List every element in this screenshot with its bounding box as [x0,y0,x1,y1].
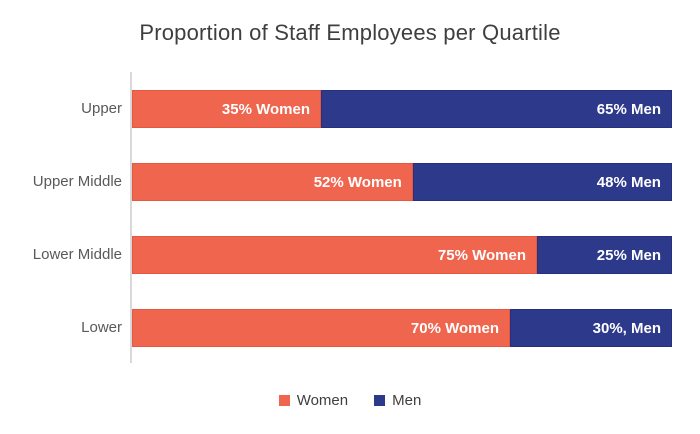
bar-segment-women: 35% Women [132,90,321,128]
stacked-bar: 35% Women 65% Men [132,90,672,128]
stacked-bar: 52% Women 48% Men [132,163,672,201]
legend-item-women: Women [278,392,349,409]
bar-segment-women: 70% Women [132,309,510,347]
men-legend-swatch-icon [374,395,386,406]
bar-segment-women: 52% Women [132,163,413,201]
bar-segment-women: 75% Women [132,236,537,274]
bar-row: Lower 70% Women 30%, Men [0,309,700,347]
bar-segment-men: 48% Men [412,163,672,201]
bar-segment-label: 35% Women [221,100,310,118]
women-legend-swatch-icon [278,395,290,406]
legend-label-men: Men [392,392,422,409]
category-label: Lower Middle [32,246,122,263]
bar-row: Lower Middle 75% Women 25% Men [0,236,700,274]
chart-title: Proportion of Staff Employees per Quarti… [139,20,561,45]
bar-segment-label: 25% Men [596,246,661,264]
bar-segment-label: 70% Women [410,319,499,337]
y-axis-line [130,72,132,363]
legend: Women Men [0,392,700,409]
bar-row: Upper 35% Women 65% Men [0,90,700,128]
bar-segment-label: 65% Men [596,100,661,118]
bar-segment-men: 65% Men [321,90,672,128]
bar-segment-label: 48% Men [596,173,661,191]
plot-area: Upper 35% Women 65% Men Upper Middle 52% Wom… [0,72,700,363]
legend-label-women: Women [296,392,349,409]
stacked-bar: 75% Women 25% Men [132,236,672,274]
bar-row: Upper Middle 52% Women 48% Men [0,163,700,201]
category-label: Upper [81,100,122,117]
bar-segment-label: 30%, Men [592,319,661,337]
bar-segment-label: 52% Women [313,173,402,191]
bar-segment-label: 75% Women [437,246,526,264]
category-label: Lower [81,319,122,336]
stacked-bar: 70% Women 30%, Men [132,309,672,347]
legend-item-men: Men [374,392,421,409]
category-label: Upper Middle [32,173,122,190]
bar-segment-men: 30%, Men [510,309,672,347]
bar-segment-men: 25% Men [537,236,672,274]
